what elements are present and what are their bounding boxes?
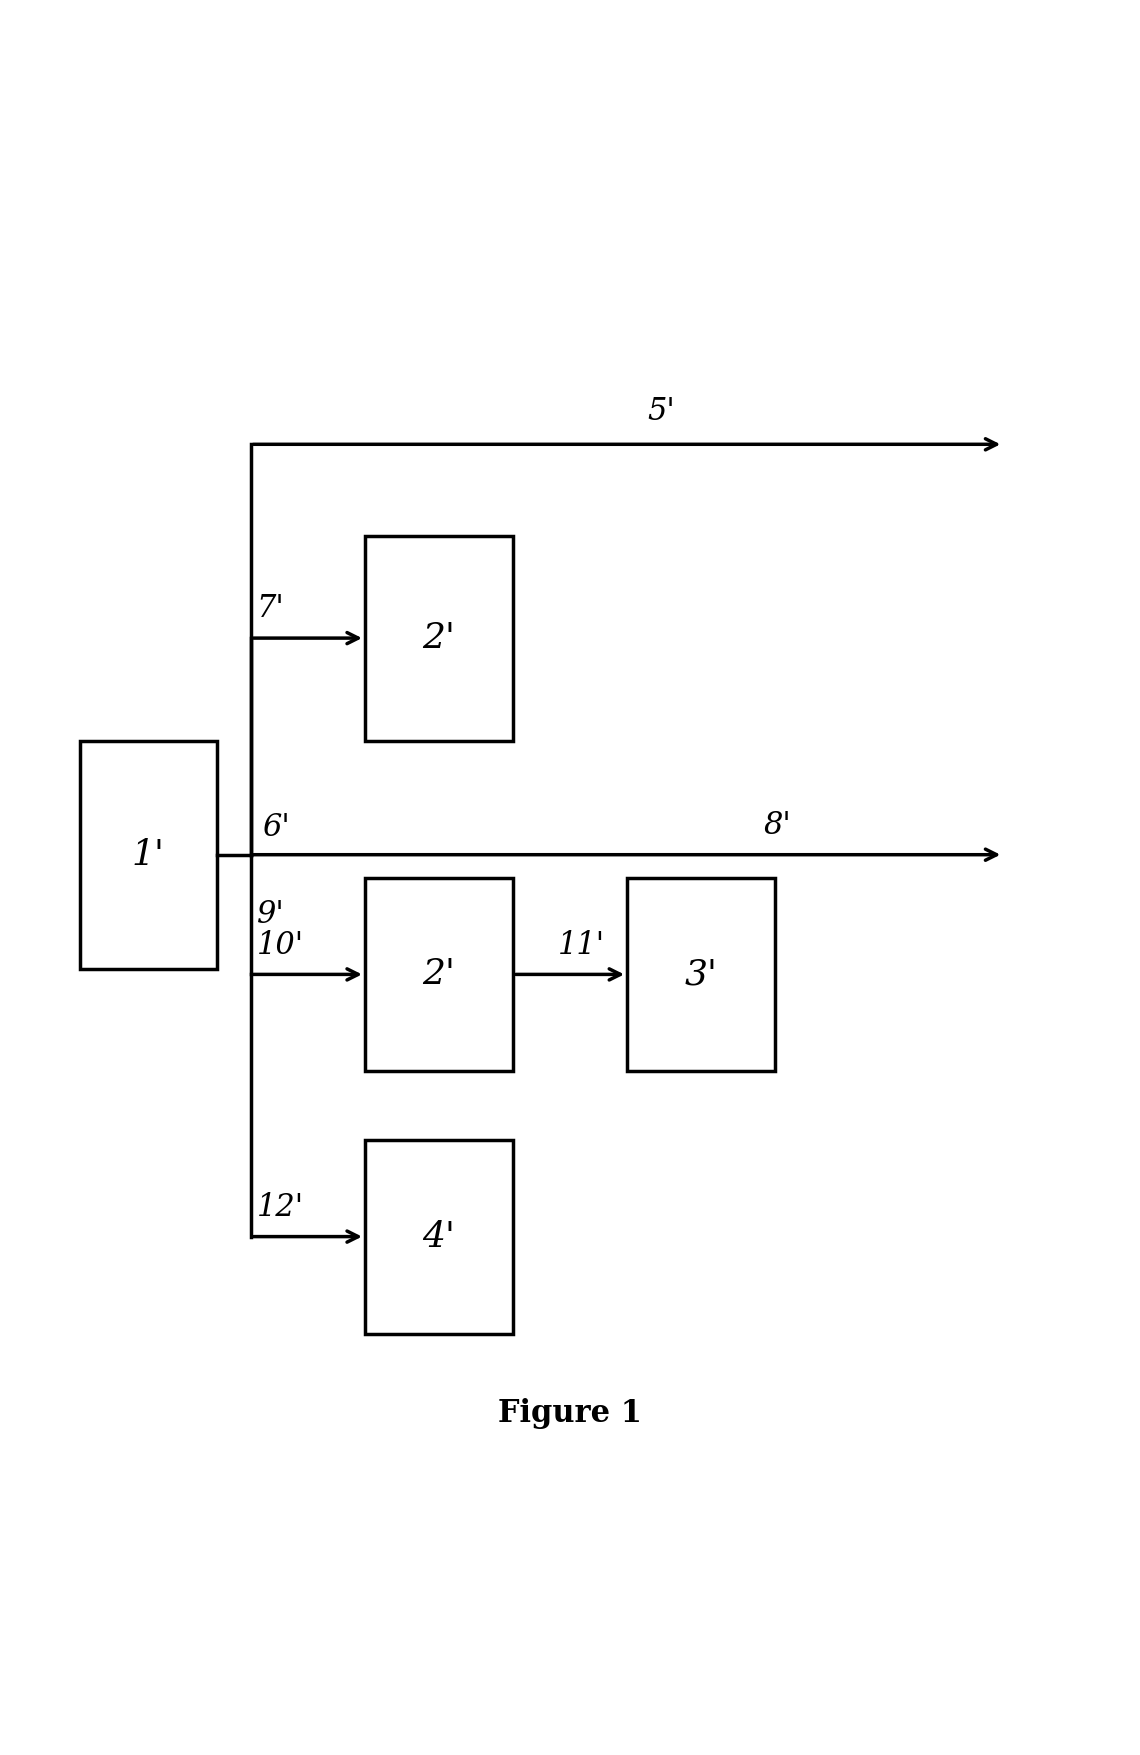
Text: 7': 7'	[256, 593, 284, 625]
Text: 10': 10'	[256, 930, 303, 960]
Text: 8': 8'	[764, 811, 791, 841]
Text: 6': 6'	[262, 813, 290, 844]
FancyBboxPatch shape	[365, 535, 513, 741]
Text: 12': 12'	[256, 1192, 303, 1223]
FancyBboxPatch shape	[627, 878, 775, 1071]
FancyBboxPatch shape	[80, 741, 217, 969]
Text: 4': 4'	[423, 1220, 455, 1253]
Text: 11': 11'	[557, 930, 605, 960]
FancyBboxPatch shape	[365, 878, 513, 1071]
Text: Figure 1: Figure 1	[498, 1397, 642, 1429]
Text: 2': 2'	[423, 958, 455, 992]
FancyBboxPatch shape	[365, 1139, 513, 1334]
Text: 9': 9'	[256, 899, 284, 930]
Text: 3': 3'	[685, 958, 717, 992]
Text: 5': 5'	[648, 397, 675, 426]
Text: 1': 1'	[132, 837, 164, 872]
Text: 2': 2'	[423, 621, 455, 655]
